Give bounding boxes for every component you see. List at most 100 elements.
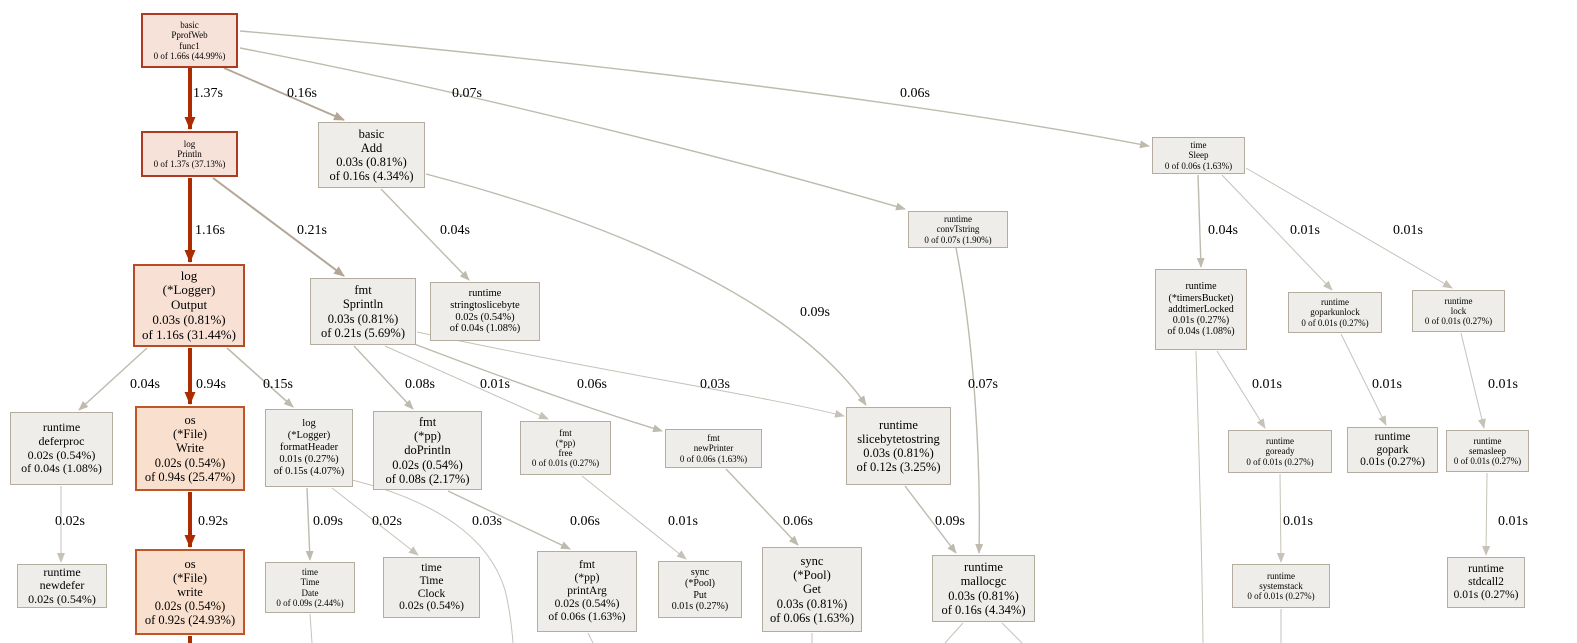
node-label-line: of 1.16s (31.44%)	[142, 326, 236, 342]
node-label-line: Println	[177, 148, 202, 159]
node-runtime-semasleep[interactable]: runtime semasleep 0 of 0.01s (0.27%)	[1446, 430, 1529, 472]
node-label-line: of 0.21s (5.69%)	[320, 325, 405, 340]
edge-label-func1-to-sleep: 0.06s	[900, 86, 930, 101]
edge-slicebytetostring-to-mallocgc	[904, 485, 957, 554]
node-label-line: runtime	[42, 420, 81, 435]
node-log-println[interactable]: log Println 0 of 1.37s (37.13%)	[141, 131, 238, 177]
edge-free-to-put	[581, 475, 687, 560]
node-label-line: fmt	[707, 433, 720, 444]
node-runtime-stdcall2[interactable]: runtime stdcall2 0.01s (0.27%)	[1447, 557, 1525, 608]
node-runtime-convtstring[interactable]: runtime convTstring 0 of 0.07s (1.90%)	[908, 211, 1008, 248]
node-os-file-write-upper[interactable]: os (*File) Write 0.02s (0.54%) of 0.94s (25.…	[135, 406, 245, 491]
node-label-line: 0 of 0.01s (0.27%)	[1424, 316, 1493, 327]
node-label-line: (*File)	[172, 570, 208, 585]
node-runtime-addtimerlocked[interactable]: runtime (*timersBucket) addtimerLocked 0.01…	[1155, 269, 1247, 350]
edge-label-newprinter-to-get: 0.06s	[783, 514, 813, 529]
node-label-line: basic	[180, 20, 199, 31]
node-label-line: newPrinter	[693, 443, 734, 454]
node-fmt-pp-free[interactable]: fmt (*pp) free 0 of 0.01s (0.27%)	[520, 421, 611, 475]
node-label-line: runtime	[1267, 570, 1295, 581]
edge-date-to-below	[309, 613, 313, 643]
edge-add-to-slicebytetostring	[425, 173, 867, 406]
node-log-logger-output[interactable]: log (*Logger) Output 0.03s (0.81%) of 1.16s …	[133, 264, 245, 347]
node-runtime-slicebytetostring[interactable]: runtime slicebytetostring 0.03s (0.81%) of …	[846, 407, 951, 485]
node-label-line: formatHeader	[279, 442, 339, 454]
node-log-logger-formatheader[interactable]: log (*Logger) formatHeader 0.01s (0.27%) of …	[265, 409, 353, 487]
node-label-line: Date	[301, 587, 319, 598]
node-fmt-pp-doprintln[interactable]: fmt (*pp) doPrintln 0.02s (0.54%) of 0.08s (…	[373, 411, 482, 490]
node-label-line: fmt	[418, 415, 437, 430]
node-label-line: Sleep	[1188, 150, 1209, 161]
node-label-line: 0 of 0.06s (1.63%)	[679, 453, 748, 464]
node-label-line: fmt	[579, 559, 595, 572]
node-label-line: runtime	[879, 417, 918, 432]
edge-addtimerlocked-to-below	[1195, 350, 1204, 643]
edge-label-sprintln-to-slicebytetostring: 0.03s	[700, 377, 730, 392]
node-runtime-goready[interactable]: runtime goready 0 of 0.01s (0.27%)	[1228, 430, 1332, 473]
edge-output-to-formatheader	[226, 347, 294, 408]
edge-goparkunlock-to-gopark	[1340, 333, 1387, 426]
edge-label-lock-to-semasleep: 0.01s	[1488, 377, 1518, 392]
node-time-time-clock[interactable]: time Time Clock 0.02s (0.54%)	[383, 557, 480, 618]
node-label-line: 0 of 0.01s (0.27%)	[1247, 591, 1315, 602]
node-time-time-date[interactable]: time Time Date 0 of 0.09s (2.44%)	[265, 562, 355, 613]
node-label-line: lock	[1450, 305, 1467, 316]
node-label-line: 0.03s (0.81%)	[948, 588, 1019, 603]
edge-sleep-to-lock	[1245, 167, 1453, 289]
node-time-sleep[interactable]: time Sleep 0 of 0.06s (1.63%)	[1152, 137, 1245, 174]
edge-sleep-to-addtimerlocked	[1196, 174, 1205, 268]
node-label-line: 0 of 0.01s (0.27%)	[1453, 456, 1522, 467]
node-label-line: 0.01s (0.27%)	[1360, 456, 1425, 469]
edge-label-sleep-to-addtimerlocked: 0.04s	[1208, 223, 1238, 238]
node-basic-add[interactable]: basic Add 0.03s (0.81%) of 0.16s (4.34%)	[318, 122, 425, 188]
node-label-line: 0.02s (0.54%)	[27, 447, 96, 462]
node-label-line: Time	[300, 577, 320, 588]
node-label-line: of 0.04s (1.08%)	[21, 461, 102, 476]
node-runtime-gopark[interactable]: runtime gopark 0.01s (0.27%)	[1347, 427, 1438, 473]
node-runtime-goparkunlock[interactable]: runtime goparkunlock 0 of 0.01s (0.27%)	[1288, 292, 1382, 333]
node-label-line: runtime	[43, 564, 81, 579]
edge-sprintln-to-slicebytetostring	[416, 331, 845, 418]
node-label-line: (*File)	[172, 427, 208, 442]
node-label-line: 0.02s (0.54%)	[455, 311, 515, 323]
edge-label-func1-to-println: 1.37s	[193, 86, 223, 101]
node-label-line: stringtoslicebyte	[450, 299, 520, 311]
node-os-file-write-lower[interactable]: os (*File) write 0.02s (0.54%) of 0.92s (24.…	[135, 549, 245, 635]
node-label-line: 0 of 0.06s (1.63%)	[1164, 160, 1233, 171]
node-runtime-deferproc[interactable]: runtime deferproc 0.02s (0.54%) of 0.04s (1…	[10, 412, 113, 485]
node-sync-pool-put[interactable]: sync (*Pool) Put 0.01s (0.27%)	[658, 561, 742, 618]
node-basic-pprofweb-func1[interactable]: basic PprofWeb func1 0 of 1.66s (44.99%)	[141, 13, 238, 68]
edge-label-semasleep-to-stdcall2: 0.01s	[1498, 514, 1528, 529]
edge-label-formatheader-to-below: 0.03s	[472, 514, 502, 529]
node-label-line: sync	[800, 554, 824, 569]
node-label-line: Time	[419, 574, 444, 587]
edge-mallocgc-to-below-right	[1001, 622, 1023, 643]
node-label-line: Output	[170, 297, 208, 313]
node-label-line: 0 of 0.01s (0.27%)	[1246, 456, 1314, 467]
edge-label-convtstring-to-mallocgc: 0.07s	[968, 377, 998, 392]
node-runtime-lock[interactable]: runtime lock 0 of 0.01s (0.27%)	[1412, 290, 1505, 332]
node-fmt-sprintln[interactable]: fmt Sprintln 0.03s (0.81%) of 0.21s (5.69%)	[310, 278, 416, 345]
node-label-line: 0.02s (0.54%)	[154, 599, 226, 614]
node-label-line: log	[302, 418, 316, 430]
node-label-line: convTstring	[936, 224, 980, 235]
node-label-line: (*Logger)	[287, 430, 331, 442]
node-label-line: runtime	[944, 214, 972, 225]
node-runtime-stringtoslicebyte[interactable]: runtime stringtoslicebyte 0.02s (0.54%) of …	[430, 282, 540, 341]
node-runtime-systemstack[interactable]: runtime systemstack 0 of 0.01s (0.27%)	[1232, 564, 1330, 608]
edge-goready-to-systemstack	[1276, 473, 1285, 563]
node-label-line: deferproc	[38, 433, 85, 448]
node-label-line: Sprintln	[342, 297, 384, 312]
edge-mallocgc-to-below-left	[944, 622, 964, 643]
node-label-line: Add	[360, 140, 383, 155]
edge-label-free-to-put: 0.01s	[668, 514, 698, 529]
node-fmt-newprinter[interactable]: fmt newPrinter 0 of 0.06s (1.63%)	[665, 429, 762, 468]
node-runtime-newdefer[interactable]: runtime newdefer 0.02s (0.54%)	[17, 564, 107, 608]
edge-sprintln-to-free	[384, 345, 549, 420]
edge-label-deferproc-to-newdefer: 0.02s	[55, 514, 85, 529]
node-fmt-pp-printarg[interactable]: fmt (*pp) printArg 0.02s (0.54%) of 0.06s (1…	[537, 551, 637, 632]
node-runtime-mallocgc[interactable]: runtime mallocgc 0.03s (0.81%) of 0.16s (4.…	[932, 555, 1035, 622]
edge-sleep-to-goparkunlock	[1221, 174, 1333, 291]
node-sync-pool-get[interactable]: sync (*Pool) Get 0.03s (0.81%) of 0.06s (1.6…	[762, 547, 862, 632]
